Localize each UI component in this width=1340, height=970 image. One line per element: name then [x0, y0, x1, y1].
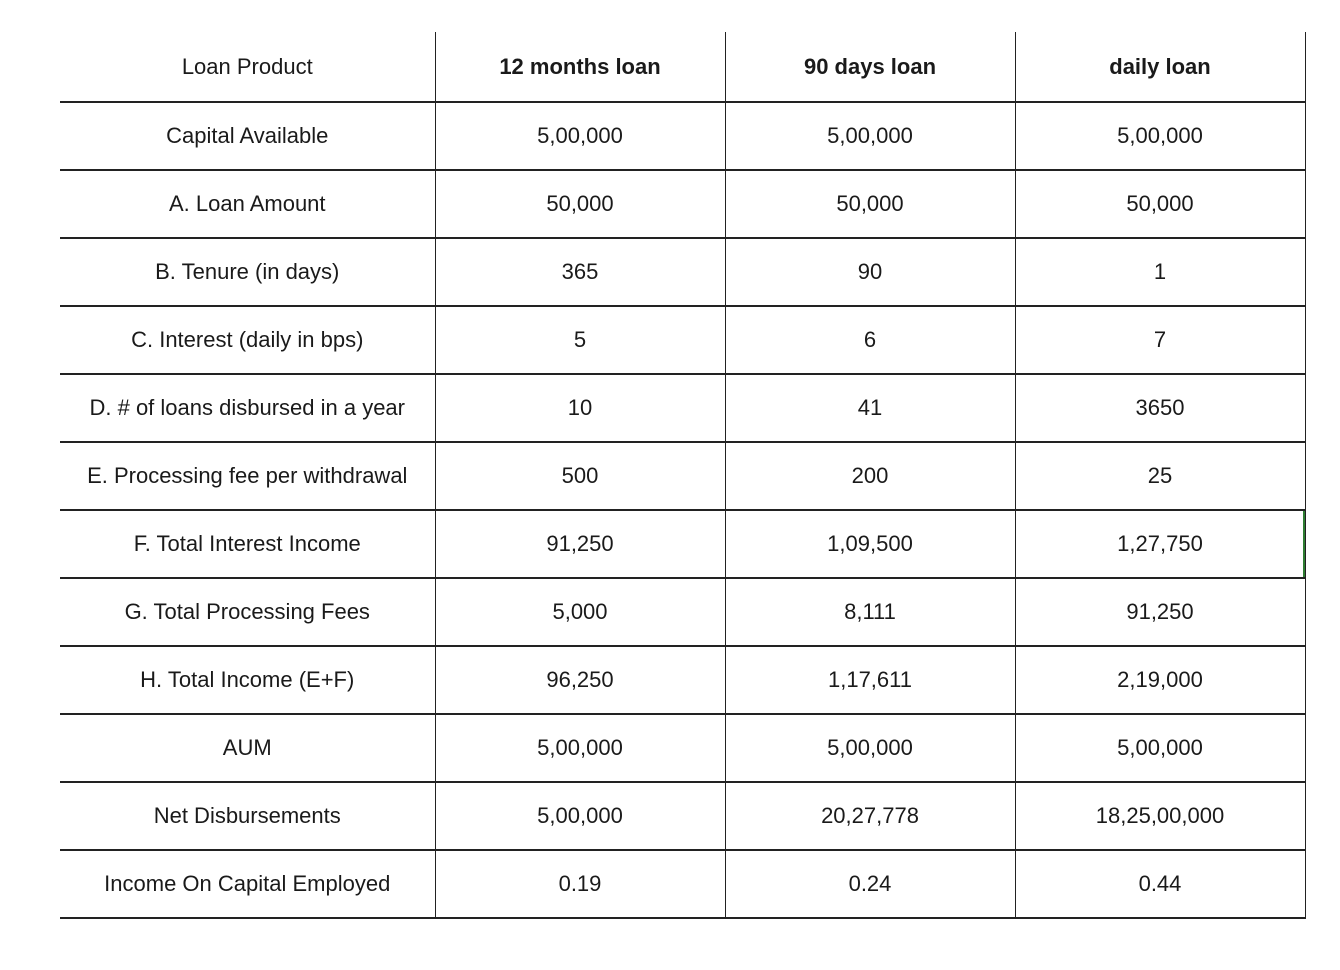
row-label[interactable]: Net Disbursements: [60, 782, 435, 851]
row-label[interactable]: C. Interest (daily in bps): [60, 306, 435, 375]
table-cell[interactable]: 5,00,000: [724, 714, 1015, 783]
table-row: B. Tenure (in days) 365 90 1: [60, 238, 1306, 307]
loan-comparison-table: Loan Product 12 months loan 90 days loan…: [60, 32, 1306, 919]
table-cell[interactable]: 5,00,000: [434, 714, 725, 783]
table-cell[interactable]: 91,250: [434, 510, 725, 579]
table-cell[interactable]: 1: [1014, 238, 1306, 307]
table-cell[interactable]: 1,09,500: [724, 510, 1015, 579]
row-label[interactable]: B. Tenure (in days): [60, 238, 435, 307]
row-label[interactable]: H. Total Income (E+F): [60, 646, 435, 715]
column-header-90-days-loan[interactable]: 90 days loan: [724, 32, 1015, 103]
row-label[interactable]: Capital Available: [60, 102, 435, 171]
table-cell[interactable]: 3650: [1014, 374, 1306, 443]
row-label[interactable]: Income On Capital Employed: [60, 850, 435, 919]
table-row: Income On Capital Employed 0.19 0.24 0.4…: [60, 850, 1306, 919]
row-label[interactable]: D. # of loans disbursed in a year: [60, 374, 435, 443]
table-cell[interactable]: 0.19: [434, 850, 725, 919]
table-cell[interactable]: 5,00,000: [1014, 102, 1306, 171]
table-cell[interactable]: 6: [724, 306, 1015, 375]
table-cell[interactable]: 0.44: [1014, 850, 1306, 919]
table-cell[interactable]: 90: [724, 238, 1015, 307]
table-cell[interactable]: 96,250: [434, 646, 725, 715]
row-label[interactable]: A. Loan Amount: [60, 170, 435, 239]
row-label[interactable]: E. Processing fee per withdrawal: [60, 442, 435, 511]
table-cell[interactable]: 5: [434, 306, 725, 375]
table-cell[interactable]: 20,27,778: [724, 782, 1015, 851]
table-cell[interactable]: 5,00,000: [434, 102, 725, 171]
table-row: Net Disbursements 5,00,000 20,27,778 18,…: [60, 782, 1306, 851]
table-row: H. Total Income (E+F) 96,250 1,17,611 2,…: [60, 646, 1306, 715]
table-cell[interactable]: 1,17,611: [724, 646, 1015, 715]
table-cell[interactable]: 50,000: [724, 170, 1015, 239]
table-cell[interactable]: 8,111: [724, 578, 1015, 647]
header-row: Loan Product 12 months loan 90 days loan…: [60, 32, 1306, 103]
table-cell[interactable]: 5,000: [434, 578, 725, 647]
column-header-loan-product[interactable]: Loan Product: [60, 32, 435, 103]
table-cell[interactable]: 365: [434, 238, 725, 307]
row-label[interactable]: F. Total Interest Income: [60, 510, 435, 579]
table-row: Capital Available 5,00,000 5,00,000 5,00…: [60, 102, 1306, 171]
column-header-daily-loan[interactable]: daily loan: [1014, 32, 1306, 103]
table-row: G. Total Processing Fees 5,000 8,111 91,…: [60, 578, 1306, 647]
table-cell[interactable]: 25: [1014, 442, 1306, 511]
row-label[interactable]: G. Total Processing Fees: [60, 578, 435, 647]
table-cell[interactable]: 7: [1014, 306, 1306, 375]
table-cell[interactable]: 2,19,000: [1014, 646, 1306, 715]
selected-cell[interactable]: 1,27,750: [1014, 510, 1306, 579]
table-cell[interactable]: 5,00,000: [1014, 714, 1306, 783]
table-cell[interactable]: 500: [434, 442, 725, 511]
column-header-12-months-loan[interactable]: 12 months loan: [434, 32, 725, 103]
table-row: C. Interest (daily in bps) 5 6 7: [60, 306, 1306, 375]
table-row: E. Processing fee per withdrawal 500 200…: [60, 442, 1306, 511]
table-cell[interactable]: 10: [434, 374, 725, 443]
table-cell[interactable]: 18,25,00,000: [1014, 782, 1306, 851]
table-cell[interactable]: 5,00,000: [434, 782, 725, 851]
table-row: D. # of loans disbursed in a year 10 41 …: [60, 374, 1306, 443]
table-cell[interactable]: 0.24: [724, 850, 1015, 919]
table-cell[interactable]: 200: [724, 442, 1015, 511]
table-cell[interactable]: 50,000: [1014, 170, 1306, 239]
table-cell[interactable]: 5,00,000: [724, 102, 1015, 171]
row-label[interactable]: AUM: [60, 714, 435, 783]
table-cell[interactable]: 41: [724, 374, 1015, 443]
table-row: AUM 5,00,000 5,00,000 5,00,000: [60, 714, 1306, 783]
table-row: F. Total Interest Income 91,250 1,09,500…: [60, 510, 1306, 579]
table-cell[interactable]: 50,000: [434, 170, 725, 239]
table-cell[interactable]: 91,250: [1014, 578, 1306, 647]
table-row: A. Loan Amount 50,000 50,000 50,000: [60, 170, 1306, 239]
